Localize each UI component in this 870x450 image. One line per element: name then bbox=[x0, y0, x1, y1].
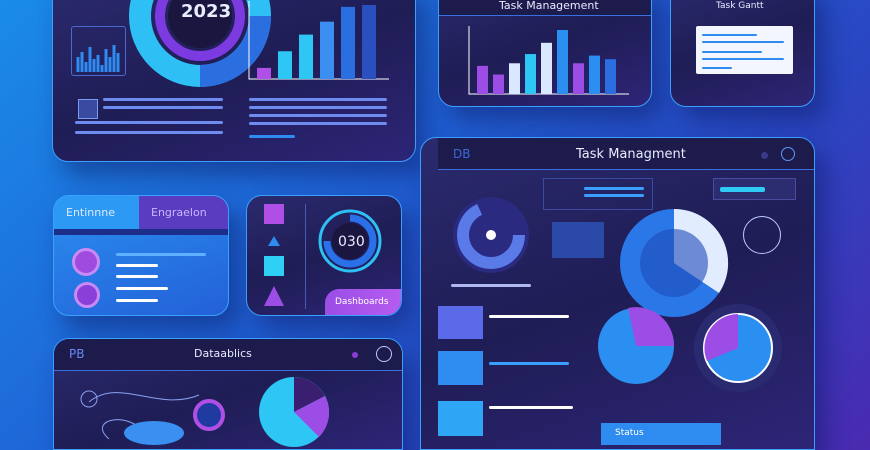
text-line bbox=[116, 264, 158, 267]
chart-bar bbox=[573, 63, 584, 94]
analytics-panel: PB Dataablics bbox=[53, 338, 403, 450]
text-line bbox=[116, 287, 168, 290]
panel-title: Task Gantt bbox=[716, 1, 764, 11]
timer-panel: 030 Dashboards bbox=[246, 195, 402, 316]
user-icon[interactable] bbox=[743, 216, 781, 254]
segment-pie-chart bbox=[598, 307, 675, 384]
target-icon bbox=[193, 399, 225, 431]
chart-bar bbox=[509, 63, 520, 94]
distribution-pie-chart bbox=[620, 208, 729, 317]
status-button[interactable]: Status bbox=[601, 423, 721, 445]
overview-bar-chart bbox=[248, 1, 389, 80]
donut-center bbox=[168, 0, 232, 48]
triangle-icon[interactable] bbox=[268, 236, 280, 246]
text-line bbox=[489, 315, 569, 318]
chart-bar bbox=[541, 42, 552, 94]
chart-bar bbox=[362, 5, 376, 79]
task-bar-chart bbox=[468, 26, 629, 95]
text-line bbox=[249, 122, 387, 125]
list-item[interactable] bbox=[438, 401, 483, 436]
chart-bar bbox=[299, 34, 313, 79]
progress-line bbox=[249, 135, 295, 138]
timer-value: 030 bbox=[338, 234, 365, 250]
panel-title: Task Management bbox=[499, 0, 599, 12]
chart-bar bbox=[557, 30, 568, 94]
progress-fill bbox=[720, 187, 765, 192]
progress-card bbox=[713, 178, 796, 200]
tab-underline bbox=[54, 229, 228, 235]
donut-ring-inner bbox=[155, 0, 245, 61]
chart-bar bbox=[605, 59, 616, 94]
radial-gauge-chart bbox=[694, 304, 782, 392]
year-label: 2023 bbox=[181, 1, 232, 22]
text-line bbox=[584, 194, 644, 197]
text-line bbox=[249, 114, 387, 117]
gantt-panel: Task Gantt bbox=[670, 0, 815, 107]
phone-icon[interactable] bbox=[376, 346, 392, 362]
list-item[interactable] bbox=[438, 306, 483, 339]
chart-bar bbox=[493, 74, 504, 94]
circle-icon[interactable] bbox=[264, 256, 284, 276]
chart-bar bbox=[257, 67, 271, 79]
task-management-chart-panel: Task Management bbox=[438, 0, 652, 107]
list-item[interactable] bbox=[438, 351, 483, 385]
panel-title: Task Managment bbox=[576, 147, 686, 162]
text-line bbox=[249, 106, 387, 109]
text-line bbox=[489, 406, 573, 409]
triangle-icon[interactable] bbox=[264, 286, 284, 306]
text-line bbox=[75, 121, 223, 124]
cloud-network-diagram bbox=[80, 390, 225, 445]
logo: DB bbox=[453, 147, 471, 161]
mini-bar-chart-icon bbox=[76, 45, 120, 72]
image-placeholder-icon bbox=[78, 99, 98, 119]
text-line bbox=[249, 98, 387, 101]
mini-chart-card bbox=[71, 26, 126, 76]
document-card bbox=[696, 26, 793, 74]
analytics-pie-chart bbox=[259, 377, 330, 447]
text-line bbox=[702, 51, 762, 53]
info-icon[interactable] bbox=[781, 147, 795, 161]
task-management-panel: DB Task Managment Status bbox=[420, 137, 815, 450]
chart-bar bbox=[477, 65, 488, 94]
chart-bar bbox=[278, 51, 292, 79]
caption-line bbox=[451, 284, 531, 287]
tab-second[interactable]: Engraelon bbox=[139, 196, 228, 229]
text-line bbox=[103, 98, 223, 101]
chart-bar bbox=[320, 21, 334, 79]
dot-icon[interactable] bbox=[352, 352, 358, 358]
text-line bbox=[116, 253, 206, 256]
timer-gauge bbox=[318, 209, 382, 273]
year-donut-chart bbox=[129, 0, 271, 87]
text-line bbox=[702, 58, 784, 60]
gauge-donut-chart bbox=[453, 197, 529, 273]
tab-panel: Entinnne Engraelon bbox=[53, 195, 229, 316]
badge-icon bbox=[72, 248, 100, 276]
chart-bar bbox=[525, 54, 536, 94]
text-line bbox=[103, 106, 223, 109]
panel-title: Dataablics bbox=[194, 347, 252, 360]
divider bbox=[305, 204, 306, 309]
kpi-card[interactable] bbox=[543, 178, 653, 210]
text-line bbox=[75, 131, 223, 134]
text-line bbox=[702, 41, 784, 43]
text-line bbox=[702, 67, 732, 69]
text-line bbox=[702, 34, 757, 36]
text-line bbox=[584, 187, 644, 190]
trend-chart-card[interactable] bbox=[552, 222, 604, 258]
chart-bar bbox=[341, 6, 355, 80]
badge-icon bbox=[74, 282, 100, 308]
dot-icon[interactable] bbox=[761, 152, 768, 159]
logo: PB bbox=[69, 347, 85, 361]
donut-segment-blue bbox=[199, 15, 271, 87]
text-line bbox=[116, 275, 158, 278]
chart-bar bbox=[589, 55, 600, 94]
text-line bbox=[116, 299, 158, 302]
overview-panel: 2023 bbox=[52, 0, 416, 162]
dashboards-button[interactable]: Dashboards bbox=[325, 289, 401, 315]
tab-first[interactable]: Entinnne bbox=[54, 196, 139, 229]
text-line bbox=[489, 362, 569, 365]
circle-icon[interactable] bbox=[264, 204, 284, 224]
cloud-icon bbox=[124, 421, 184, 445]
